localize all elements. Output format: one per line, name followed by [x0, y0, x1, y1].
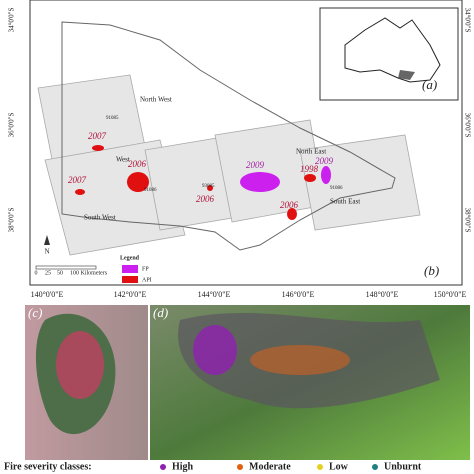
lat-label: 34°0'0"S: [463, 8, 471, 33]
severity-class: Moderate: [249, 461, 291, 472]
region-label: North West: [140, 96, 172, 104]
legend-swatch: [122, 276, 138, 283]
lat-label: 38°0'0"S: [463, 208, 471, 233]
fire-year: 2009: [246, 160, 265, 170]
panel-label: (a): [422, 77, 437, 92]
severity-title: Fire severity classes:: [4, 461, 92, 472]
legend-label: FP: [142, 266, 149, 272]
north-arrow: [44, 235, 50, 245]
lon-label: 146°0'0"E: [282, 290, 315, 299]
fire-year: 2006: [280, 200, 299, 210]
region-label: West: [116, 156, 130, 164]
fire-year: 1998: [300, 164, 319, 174]
severity-class: Low: [329, 461, 349, 472]
region-label: South East: [330, 198, 360, 206]
tiles: [37, 74, 421, 256]
tile-code: 93085: [202, 184, 215, 189]
severity-dot: [160, 464, 166, 470]
lon-label: 148°0'0"E: [366, 290, 399, 299]
panel-label: (b): [424, 263, 439, 278]
lon-label: 150°0'0"E: [434, 290, 467, 299]
scale-label: 25: [45, 270, 51, 276]
lat-label: 34°0'0"S: [8, 7, 16, 32]
victoria-outline: [61, 21, 396, 251]
fire-year: 2006: [196, 194, 215, 204]
lat-label: 36°0'0"S: [8, 112, 16, 137]
severity-dot: [237, 464, 243, 470]
scale-label: 100 Kilometers: [70, 270, 108, 276]
lon-label: 140°0'0"E: [31, 290, 64, 299]
fire-year: 2007: [68, 175, 87, 185]
fire-year: 2006: [128, 159, 147, 169]
fire-year: 2009: [315, 156, 334, 166]
tile-code: 91085: [106, 116, 119, 121]
severity-dot: [372, 464, 378, 470]
victoria-inset: [398, 70, 415, 80]
region-label: North East: [296, 148, 326, 156]
australia-inset: [344, 17, 441, 83]
api-fires: [75, 145, 316, 220]
scale-bar: [35, 265, 97, 270]
lon-label: 142°0'0"E: [114, 290, 147, 299]
lat-label: 38°0'0"S: [8, 207, 16, 232]
severity-points: [193, 325, 237, 375]
panel-label: (c): [28, 305, 42, 320]
legend-label: API: [142, 277, 152, 283]
severity-points: [250, 345, 350, 375]
severity-dot: [317, 464, 323, 470]
severity-points: [56, 331, 104, 399]
severity-class: Unburnt: [384, 461, 422, 472]
north-label: N: [44, 248, 49, 256]
lat-label: 36°0'0"S: [463, 113, 471, 138]
tile-code: 91086: [330, 186, 343, 191]
lon-label: 144°0'0"E: [198, 290, 231, 299]
fp-fires: [240, 166, 331, 192]
legend-title: Legend: [120, 255, 140, 261]
fire-year: 2007: [88, 131, 107, 141]
scale-label: 50: [57, 270, 63, 276]
tile-code: 91086: [144, 188, 157, 193]
panel-label: (d): [153, 305, 168, 320]
legend-swatch: [122, 265, 138, 273]
region-label: South West: [84, 214, 116, 222]
severity-class: High: [172, 461, 194, 472]
scale-label: 0: [35, 270, 38, 276]
